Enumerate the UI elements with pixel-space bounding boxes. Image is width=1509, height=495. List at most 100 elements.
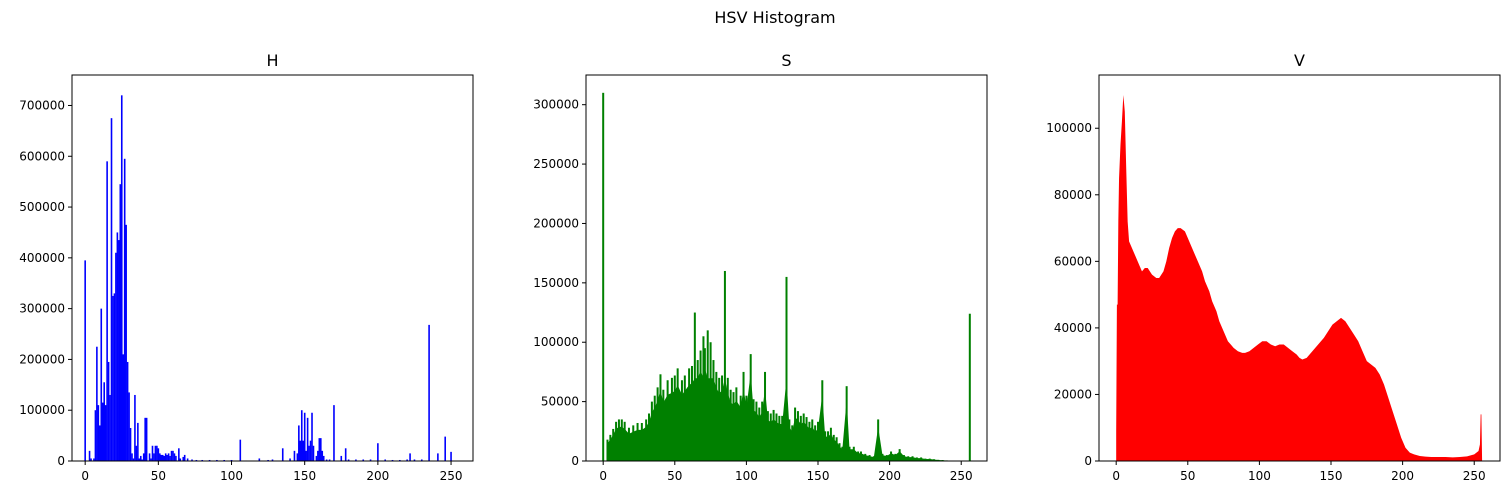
bar-h-42 [151, 445, 154, 461]
bar-s-0 [602, 92, 605, 461]
ytick-label-v-5: 100000 [1046, 121, 1092, 135]
bar-s-85 [872, 456, 875, 461]
bar-s-28 [696, 360, 699, 461]
xtick-label-s-5: 250 [950, 469, 973, 483]
bar-h-56 [172, 450, 174, 461]
bar-s-49 [758, 407, 761, 461]
ytick-label-h-3: 300000 [19, 302, 65, 316]
bar-s-95 [915, 457, 918, 461]
bar-h-117 [450, 451, 452, 461]
subplot-s-frame [585, 74, 988, 462]
bar-s-7 [623, 421, 626, 461]
bar-h-62 [183, 454, 186, 461]
bar-h-105 [369, 459, 372, 461]
bar-h-111 [409, 453, 411, 461]
ytick-label-h-0: 0 [57, 454, 65, 468]
bar-h-88 [309, 440, 312, 461]
bar-s-51 [764, 371, 767, 461]
ytick-label-s-3: 150000 [533, 276, 579, 290]
bar-h-83 [302, 440, 305, 461]
bar-s-2 [609, 434, 612, 461]
bar-s-78 [845, 386, 848, 461]
bar-s-56 [778, 415, 781, 461]
bar-h-94 [320, 438, 322, 461]
bar-s-47 [752, 399, 755, 461]
bar-h-71 [239, 439, 242, 461]
bar-h-11 [104, 405, 107, 461]
bar-h-1 [88, 450, 91, 461]
ytick-label-v-0: 0 [1084, 454, 1092, 468]
bar-s-59 [788, 419, 791, 461]
bar-h-114 [428, 324, 430, 461]
bar-s-81 [857, 451, 860, 461]
bar-s-34 [712, 360, 715, 461]
bar-s-74 [832, 434, 835, 461]
bar-h-58 [175, 455, 177, 461]
bar-s-53 [769, 413, 772, 461]
bar-s-80 [852, 446, 855, 461]
bar-h-100 [340, 455, 343, 461]
bar-s-54 [772, 409, 775, 461]
bar-s-73 [829, 427, 832, 461]
bar-h-77 [289, 458, 291, 461]
xtick-label-v-4: 200 [1391, 469, 1414, 483]
bar-s-1 [606, 439, 609, 461]
subplot-v: V 0 50 100 150 200 250 0 20000 40000 60000 80000 10… [1046, 51, 1501, 483]
bar-h-0 [84, 260, 86, 461]
bar-s-100 [937, 459, 940, 461]
bar-h-86 [306, 417, 309, 461]
bar-h-33 [137, 422, 139, 461]
bar-h-79 [296, 453, 299, 461]
bar-s-11 [640, 422, 643, 461]
bar-s-5 [617, 419, 620, 461]
bar-h-53 [167, 453, 170, 461]
bar-s-13 [648, 413, 651, 461]
bar-s-65 [805, 417, 808, 461]
bar-s-93 [907, 456, 910, 461]
bar-h-113 [420, 459, 423, 461]
bar-s-70 [821, 380, 824, 461]
bar-s-96 [920, 457, 923, 461]
bar-s-29 [699, 350, 702, 461]
bar-h-80 [298, 425, 300, 461]
bar-s-42 [735, 387, 738, 461]
bar-s-48 [755, 401, 758, 461]
bar-s-43 [739, 395, 742, 461]
bar-s-66 [808, 421, 811, 461]
bar-s-67 [811, 419, 814, 461]
bar-h-97 [325, 459, 328, 461]
bar-h-63 [186, 458, 189, 461]
bar-s-88 [885, 455, 888, 461]
bar-h-50 [163, 455, 165, 461]
bar-h-107 [384, 459, 386, 461]
bar-s-4 [615, 421, 618, 461]
bar-h-92 [317, 450, 319, 461]
ytick-label-s-6: 300000 [533, 98, 579, 112]
bar-h-37 [142, 453, 145, 461]
ytick-label-v-4: 80000 [1054, 188, 1092, 202]
bar-s-44 [742, 371, 745, 461]
xtick-label-v-3: 150 [1320, 469, 1343, 483]
bar-h-82 [300, 410, 303, 461]
subplot-h-title: H [266, 51, 278, 70]
bar-s-37 [721, 375, 724, 461]
bar-s-12 [645, 419, 648, 461]
bar-s-32 [706, 330, 709, 461]
bar-h-55 [170, 450, 173, 461]
bar-s-99 [933, 459, 936, 461]
subplot-s-title: S [781, 51, 791, 70]
bar-s-26 [690, 365, 693, 461]
xtick-label-s-4: 200 [878, 469, 901, 483]
bar-h-101 [344, 448, 347, 461]
bar-s-17 [659, 374, 662, 461]
bar-h-109 [399, 459, 401, 461]
bar-h-31 [134, 394, 136, 461]
bar-h-6 [97, 405, 100, 461]
bar-s-14 [650, 401, 653, 461]
ytick-label-v-2: 40000 [1054, 321, 1092, 335]
xtick-label-h-0: 0 [81, 469, 89, 483]
bar-h-61 [182, 456, 185, 461]
bar-s-36 [718, 377, 721, 461]
bar-h-84 [303, 412, 306, 461]
